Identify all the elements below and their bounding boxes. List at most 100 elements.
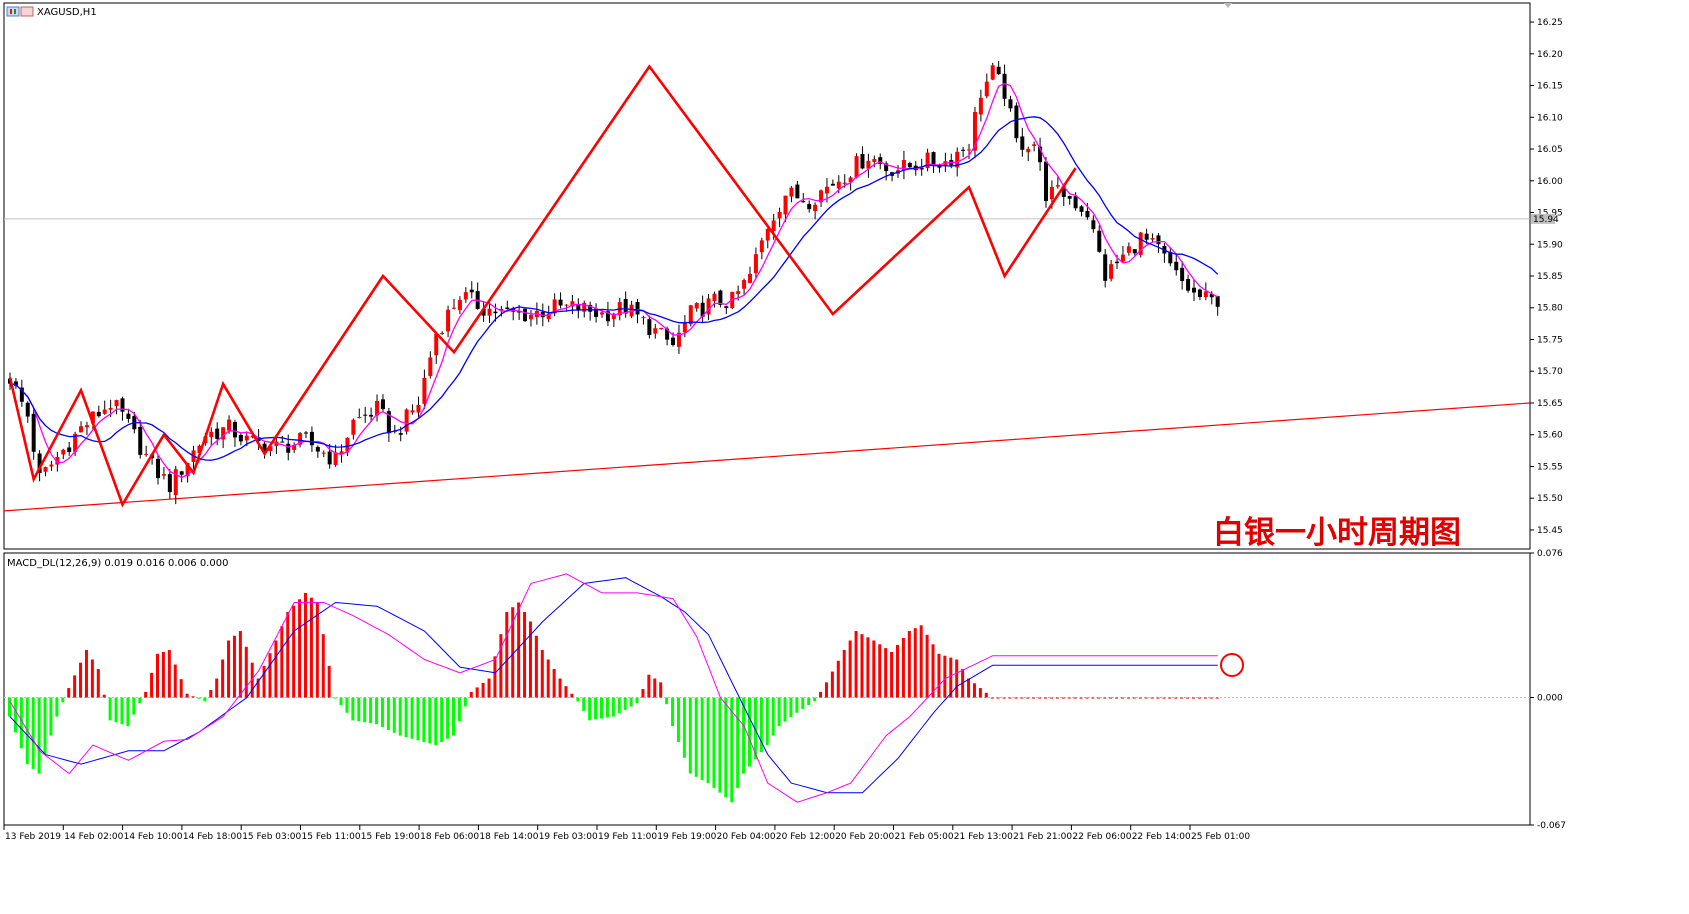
hist-bar-negative (55, 697, 59, 717)
bull-candle (901, 160, 906, 171)
hist-bar-positive (1203, 697, 1207, 699)
bear-candle (493, 311, 498, 314)
bull-candle (416, 404, 421, 413)
hist-bar-positive (854, 630, 858, 698)
hist-bar-negative (611, 697, 615, 717)
hist-bar-positive (1197, 697, 1201, 699)
hist-bar-positive (304, 592, 307, 698)
hist-bar-negative (629, 697, 633, 707)
bear-candle (1044, 161, 1048, 201)
hist-bar-negative (777, 697, 781, 727)
bull-candle (410, 410, 415, 413)
hist-bar-negative (736, 697, 740, 788)
bull-candle (90, 411, 95, 424)
support-trendline[interactable] (3, 402, 1531, 512)
time-tick-label: 18 Feb 14:00 (479, 832, 538, 842)
bear-candle (1215, 296, 1220, 307)
price-tick-label: 16.20 (1537, 50, 1563, 60)
bull-candle (55, 456, 60, 465)
hist-bar-positive (309, 597, 313, 698)
bear-candle (156, 458, 160, 478)
hist-bar-positive (1174, 697, 1178, 699)
hist-bar-positive (274, 640, 278, 698)
hist-bar-negative (682, 697, 686, 758)
bear-candle (262, 443, 267, 453)
bear-candle (1079, 206, 1084, 212)
hist-bar-positive (173, 664, 177, 698)
zigzag-line[interactable] (8, 64, 1077, 508)
bear-candle (576, 304, 581, 311)
bear-candle (469, 289, 474, 293)
price-tick-label: 15.90 (1537, 240, 1563, 250)
hist-bar-positive (1192, 697, 1195, 699)
hist-bar-positive (1002, 697, 1006, 699)
hist-bar-positive (564, 686, 568, 698)
hist-bar-positive (90, 659, 94, 698)
hist-bar-positive (102, 694, 106, 698)
price-tick-label: 15.45 (1537, 526, 1563, 536)
hist-bar-positive (1014, 697, 1018, 699)
macd-tick-label: 0.000 (1537, 694, 1563, 704)
hist-bar-negative (132, 697, 136, 715)
hist-bar-negative (410, 697, 414, 739)
bear-candle (1186, 278, 1191, 291)
hist-bar-negative (753, 697, 757, 760)
bear-candle (304, 432, 308, 434)
price-tick-label: 16.25 (1537, 18, 1563, 28)
hist-bar-negative (605, 697, 609, 718)
bull-candle (925, 152, 930, 169)
bear-candle (1067, 195, 1072, 199)
price-tick-label: 15.60 (1537, 431, 1563, 441)
hist-bar-negative (120, 697, 124, 725)
hist-bar-positive (1150, 697, 1154, 699)
bear-candle (363, 414, 368, 416)
hist-bar-positive (227, 640, 231, 698)
hist-bar-positive (469, 691, 473, 698)
bull-candle (582, 302, 587, 312)
hist-bar-negative (345, 697, 349, 713)
hist-bar-positive (552, 669, 556, 698)
hist-bar-positive (96, 669, 100, 698)
bear-candle (1002, 73, 1007, 99)
hist-bar-negative (369, 697, 373, 724)
bull-candle (1203, 291, 1208, 298)
hist-bar-positive (1020, 697, 1024, 699)
bear-candle (961, 149, 966, 151)
hist-bar-negative (765, 697, 769, 746)
bull-candle (742, 280, 747, 289)
bull-candle (1026, 148, 1031, 153)
hist-bar-positive (1085, 697, 1089, 699)
bull-candle (185, 463, 190, 477)
symbol-label: XAGUSD,H1 (37, 7, 97, 18)
time-tick-label: 19 Feb 03:00 (539, 832, 598, 842)
bear-candle (179, 471, 184, 475)
hist-bar-positive (1215, 697, 1219, 699)
bull-candle (1126, 246, 1131, 253)
window-icon (6, 6, 34, 17)
chart-shift-marker[interactable] (1224, 3, 1232, 8)
bull-candle (736, 291, 741, 295)
bear-candle (718, 290, 723, 305)
hist-bar-positive (972, 683, 976, 698)
hist-bar-positive (298, 599, 302, 698)
bear-candle (1174, 261, 1179, 271)
hist-bar-negative (582, 697, 586, 711)
hist-bar-positive (221, 659, 225, 698)
bear-candle (167, 474, 172, 493)
time-tick-label: 15 Feb 11:00 (302, 832, 361, 842)
bull-candle (357, 417, 362, 419)
time-tick-label: 14 Feb 18:00 (183, 832, 242, 842)
hist-bar-positive (540, 650, 544, 698)
price-tick-label: 16.15 (1537, 82, 1563, 92)
zigzag-projection[interactable] (8, 64, 1077, 508)
bull-candle (333, 452, 338, 465)
hist-bar-negative (588, 697, 592, 721)
bear-candle (724, 306, 729, 309)
bear-candle (795, 184, 800, 199)
bear-candle (1156, 235, 1161, 245)
hist-bar-positive (836, 660, 840, 698)
trendline[interactable] (3, 402, 1531, 512)
highlight-circle (1220, 653, 1244, 677)
time-tick-label: 20 Feb 12:00 (776, 832, 835, 842)
